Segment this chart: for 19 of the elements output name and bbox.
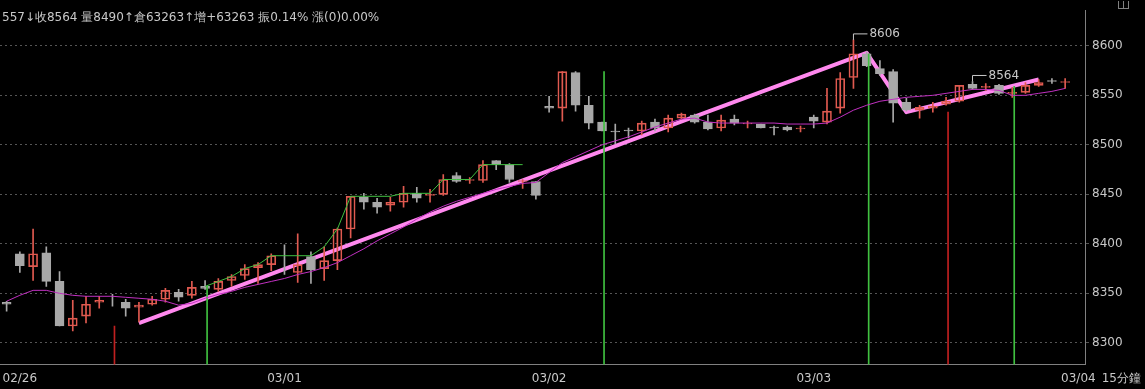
chart-title: 557↓收8564 量8490↑倉63263↑增+63263 振0.14% 漲(0)0.00%: [2, 10, 380, 25]
annotation: 8606: [869, 26, 900, 41]
x-tick-label: 03/02: [531, 370, 567, 385]
y-tick-label: 8350: [1092, 285, 1123, 300]
y-tick-label: 8600: [1092, 37, 1123, 52]
x-tick-label: 03/04: [1061, 370, 1096, 385]
x-tick-label: 03/01: [267, 370, 302, 385]
annotation: 8564: [988, 67, 1020, 82]
y-tick-label: 8300: [1092, 334, 1123, 349]
candlestick: [544, 96, 554, 113]
candlestick: [610, 123, 621, 145]
y-tick-label: 8450: [1092, 186, 1123, 201]
y-tick-label: 8550: [1092, 87, 1123, 102]
text: 15分鐘: [1101, 371, 1141, 386]
y-tick-label: 8500: [1092, 136, 1123, 151]
y-tick-label: 8400: [1092, 235, 1123, 250]
x-tick-label: 03/03: [796, 370, 832, 385]
x-tick-label: 02/26: [2, 370, 38, 385]
candlestick: [769, 125, 779, 136]
